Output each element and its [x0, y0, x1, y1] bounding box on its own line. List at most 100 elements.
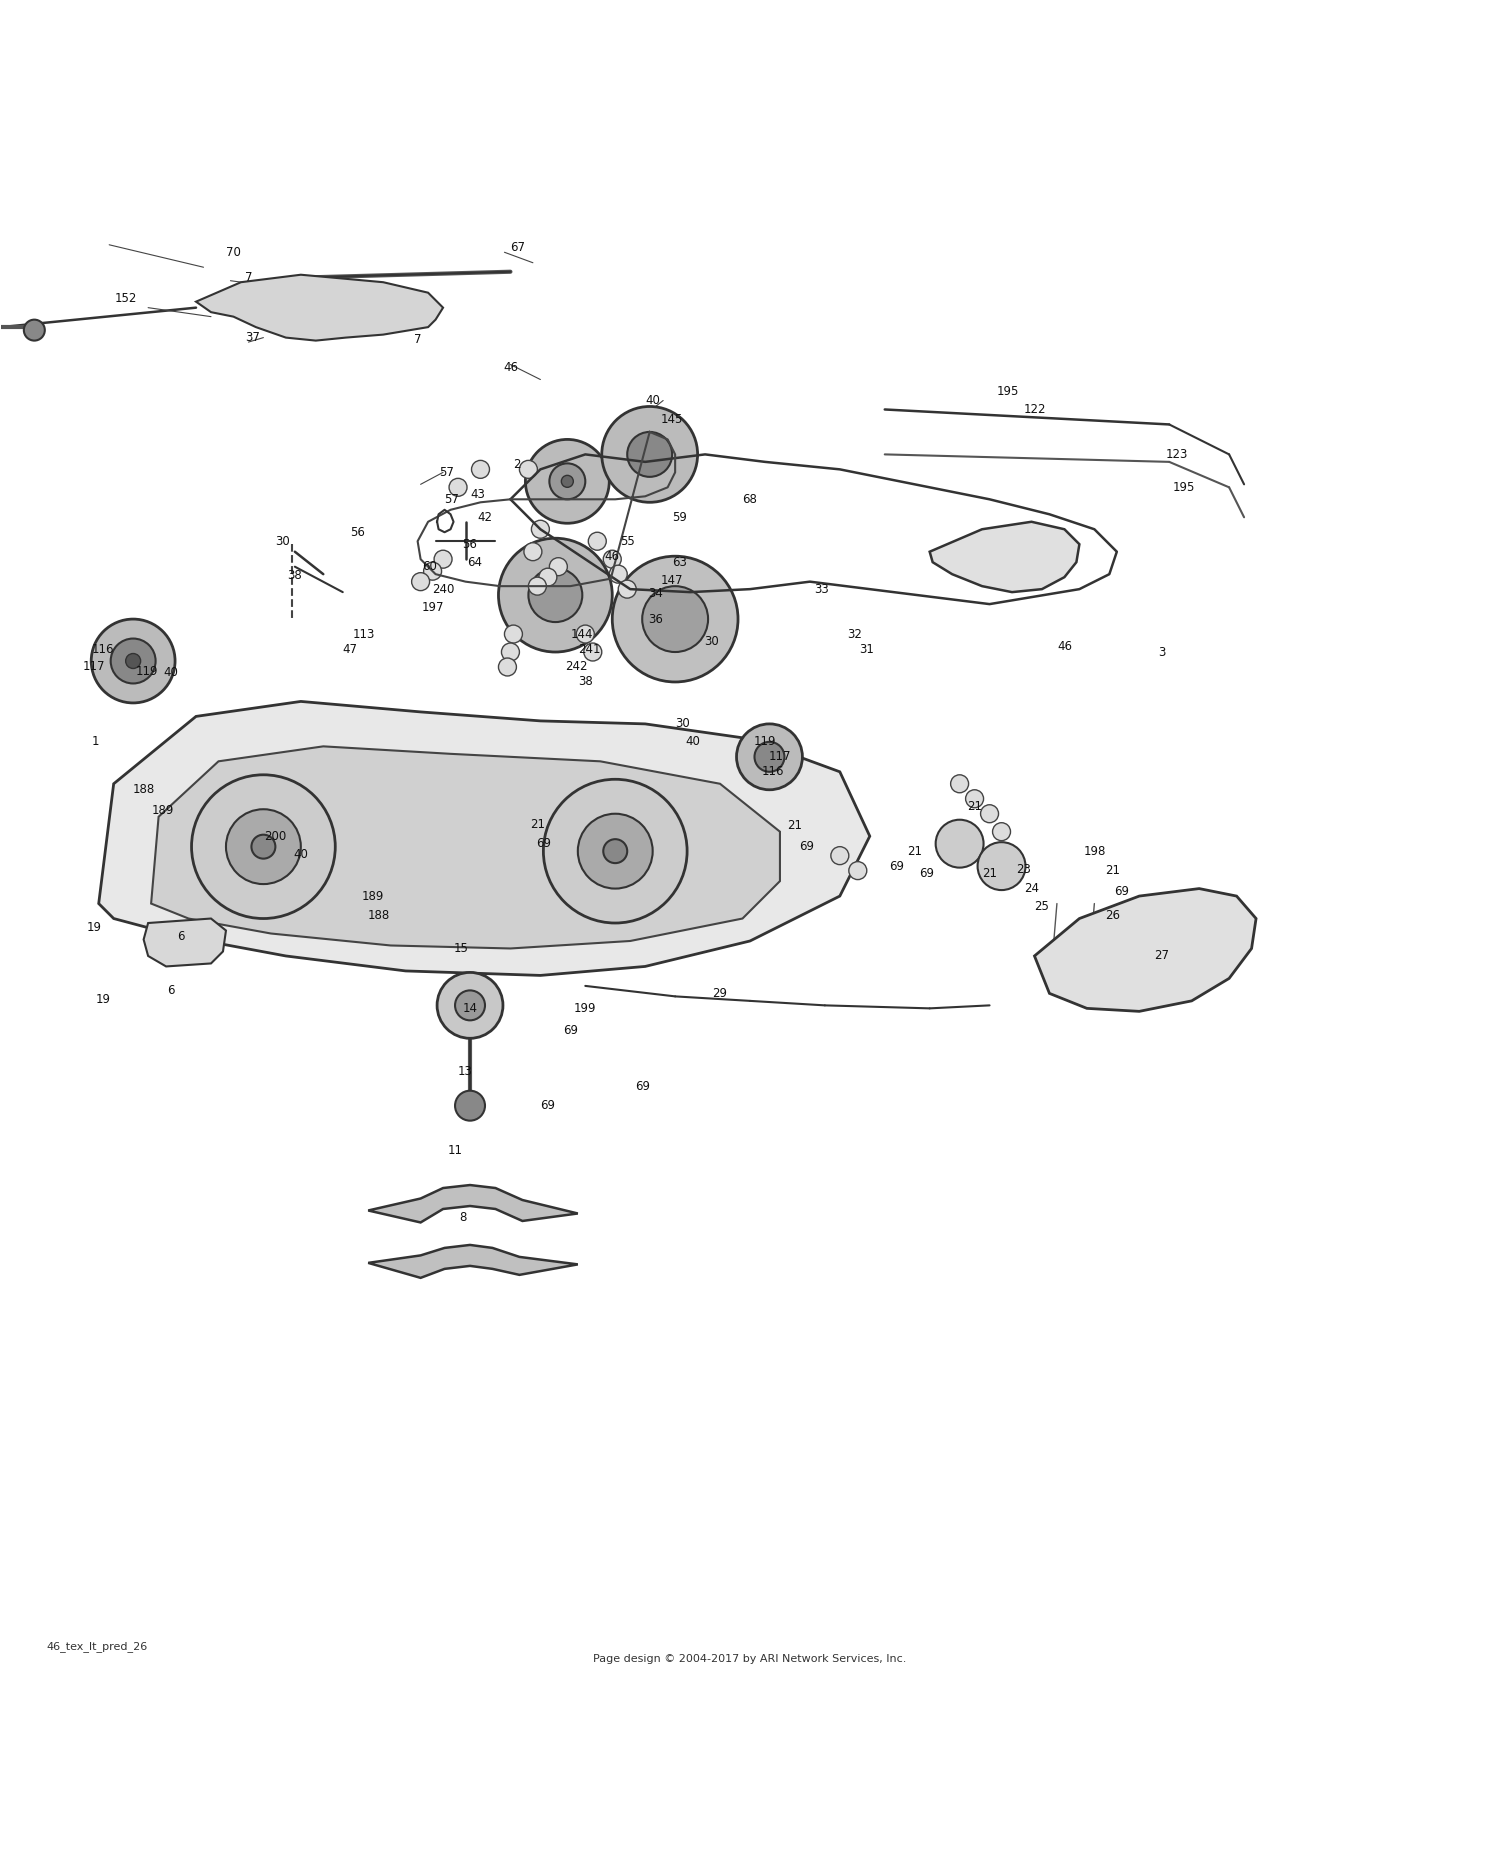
- Circle shape: [549, 558, 567, 575]
- Circle shape: [501, 642, 519, 661]
- Text: 3: 3: [1158, 646, 1166, 659]
- Circle shape: [736, 724, 802, 790]
- Circle shape: [561, 476, 573, 487]
- Circle shape: [252, 835, 276, 859]
- Circle shape: [192, 775, 336, 919]
- Text: 242: 242: [566, 661, 588, 674]
- Text: 21: 21: [982, 866, 998, 879]
- Text: 37: 37: [246, 330, 261, 344]
- Text: 42: 42: [477, 512, 492, 525]
- Text: 63: 63: [672, 556, 687, 569]
- Circle shape: [951, 775, 969, 793]
- Text: 46: 46: [503, 360, 518, 373]
- Text: 64: 64: [466, 556, 482, 569]
- Text: 2: 2: [513, 459, 520, 470]
- Text: 40: 40: [164, 667, 178, 680]
- Text: 57: 57: [444, 493, 459, 506]
- Text: 69: 69: [890, 859, 904, 872]
- Circle shape: [966, 790, 984, 808]
- Text: 19: 19: [96, 993, 111, 1006]
- Circle shape: [519, 461, 537, 478]
- Text: 116: 116: [92, 642, 114, 655]
- Circle shape: [498, 538, 612, 652]
- Text: 59: 59: [672, 512, 687, 525]
- Text: 46_tex_lt_pred_26: 46_tex_lt_pred_26: [46, 1641, 147, 1652]
- Text: 30: 30: [704, 635, 718, 648]
- Polygon shape: [152, 747, 780, 948]
- Text: 69: 69: [540, 1100, 555, 1113]
- Text: 30: 30: [675, 717, 690, 730]
- Text: 199: 199: [574, 1003, 597, 1016]
- Text: 23: 23: [1017, 863, 1032, 876]
- Circle shape: [454, 1090, 484, 1120]
- Text: 69: 69: [634, 1079, 650, 1092]
- Text: 7: 7: [244, 271, 252, 284]
- Text: 14: 14: [462, 1003, 477, 1016]
- Circle shape: [612, 556, 738, 681]
- Circle shape: [978, 842, 1026, 891]
- Circle shape: [436, 973, 502, 1038]
- Text: 27: 27: [1154, 950, 1168, 963]
- Circle shape: [588, 532, 606, 551]
- Text: 147: 147: [662, 573, 684, 586]
- Text: 69: 69: [800, 840, 814, 853]
- Circle shape: [831, 846, 849, 864]
- Circle shape: [578, 814, 652, 889]
- Circle shape: [576, 625, 594, 642]
- Text: 1: 1: [92, 736, 99, 749]
- Text: 47: 47: [342, 642, 357, 655]
- Circle shape: [528, 568, 582, 622]
- Circle shape: [538, 568, 556, 586]
- Text: 8: 8: [459, 1212, 466, 1225]
- Text: 25: 25: [1035, 900, 1050, 913]
- Circle shape: [504, 625, 522, 642]
- Circle shape: [126, 653, 141, 668]
- Text: 29: 29: [712, 988, 728, 1001]
- Text: 21: 21: [908, 844, 922, 857]
- Text: 122: 122: [1023, 403, 1046, 416]
- Text: 145: 145: [662, 413, 684, 426]
- Text: Page design © 2004-2017 by ARI Network Services, Inc.: Page design © 2004-2017 by ARI Network S…: [594, 1654, 906, 1663]
- Polygon shape: [368, 1245, 578, 1277]
- Text: 55: 55: [620, 534, 634, 547]
- Text: 56: 56: [462, 538, 477, 551]
- Text: 56: 56: [351, 526, 364, 540]
- Circle shape: [754, 741, 784, 771]
- Circle shape: [525, 439, 609, 523]
- Text: 119: 119: [753, 736, 776, 749]
- Text: 57: 57: [438, 467, 453, 478]
- Circle shape: [498, 657, 516, 676]
- Circle shape: [528, 577, 546, 596]
- Text: 69: 69: [536, 836, 550, 849]
- Text: 198: 198: [1083, 844, 1106, 857]
- Circle shape: [448, 478, 466, 497]
- Polygon shape: [144, 919, 226, 967]
- Text: 60: 60: [422, 560, 436, 573]
- Circle shape: [602, 407, 698, 502]
- Circle shape: [584, 642, 602, 661]
- Circle shape: [226, 808, 302, 885]
- Circle shape: [603, 838, 627, 863]
- Circle shape: [423, 562, 441, 581]
- Circle shape: [531, 521, 549, 538]
- Text: 195: 195: [996, 385, 1018, 398]
- Text: 6: 6: [177, 930, 184, 943]
- Text: 30: 30: [276, 534, 290, 547]
- Circle shape: [549, 463, 585, 498]
- Text: 189: 189: [152, 805, 174, 818]
- Text: 21: 21: [788, 820, 802, 833]
- Text: 117: 117: [82, 661, 105, 674]
- Text: 36: 36: [648, 612, 663, 625]
- Text: 38: 38: [288, 569, 302, 583]
- Text: 197: 197: [422, 601, 444, 614]
- Text: 40: 40: [294, 848, 309, 861]
- Text: 119: 119: [135, 665, 158, 678]
- Text: 15: 15: [453, 943, 468, 956]
- Circle shape: [642, 586, 708, 652]
- Text: 21: 21: [968, 799, 982, 812]
- Polygon shape: [1035, 889, 1256, 1012]
- Text: 69: 69: [1114, 885, 1130, 898]
- Circle shape: [849, 863, 867, 879]
- Text: 189: 189: [362, 889, 384, 902]
- Circle shape: [993, 823, 1011, 840]
